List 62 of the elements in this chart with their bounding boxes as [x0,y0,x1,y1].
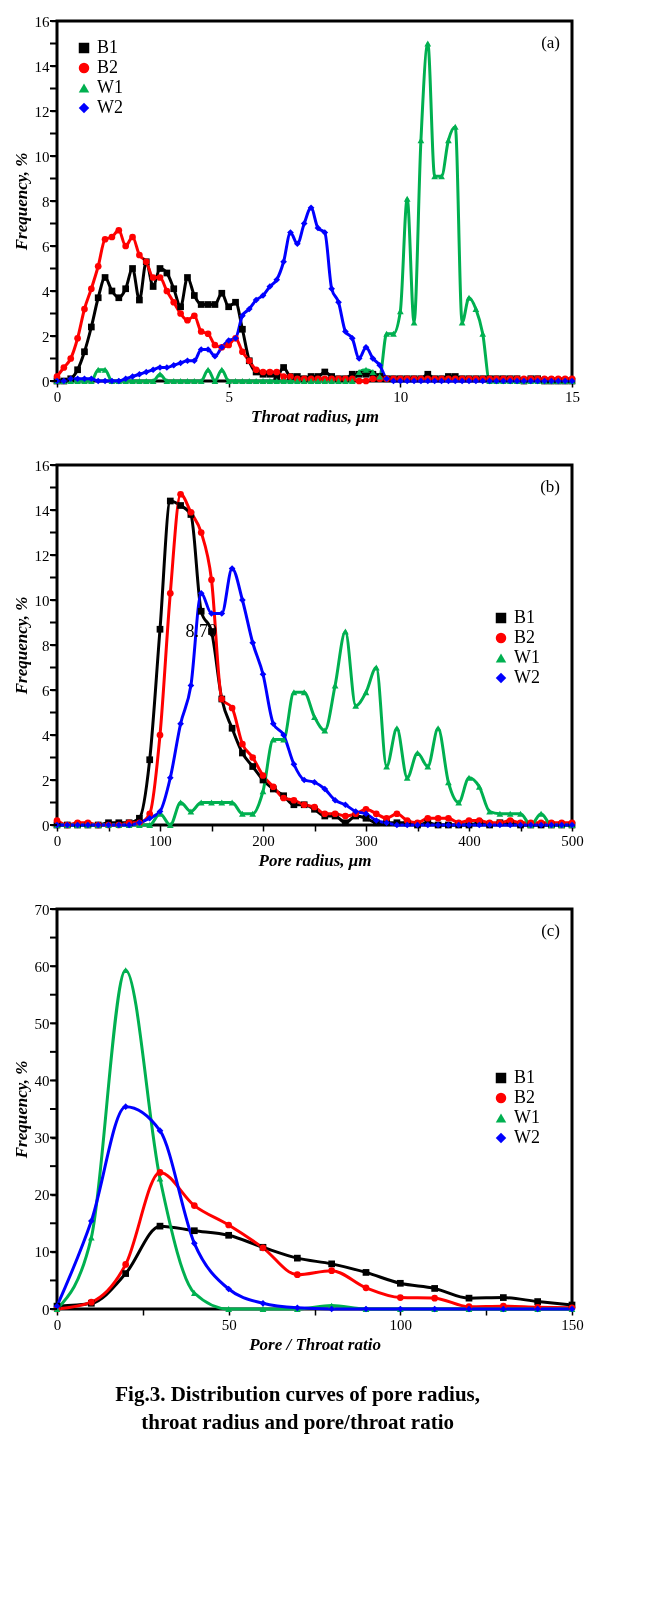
x-tick-label: 300 [355,832,378,849]
y-tick-label: 60 [34,958,50,975]
x-tick-label: 100 [149,832,172,849]
legend-label: W2 [97,97,123,117]
x-axis-title: Throat radius, μm [250,406,380,426]
y-tick-label: 12 [34,547,50,564]
y-tick-label: 14 [34,58,50,75]
legend-label: B1 [514,607,536,627]
y-tick-label: 20 [34,1187,50,1204]
x-tick-label: 150 [561,1316,584,1333]
y-tick-label: 30 [34,1130,50,1147]
x-tick-label: 0 [53,1316,62,1333]
y-tick-label: 4 [42,283,50,300]
legend-label: B2 [514,627,536,647]
y-tick-label: 8 [42,193,50,210]
y-tick-label: 6 [42,682,50,699]
y-tick-label: 10 [34,592,50,609]
annotation: (a) [541,33,560,52]
x-tick-label: 0 [53,388,62,405]
caption: Fig.3. Distribution curves of pore radius, throat radius and pore/throat ratio [115,1381,481,1434]
y-tick-label: 16 [34,13,50,30]
x-tick-label: 10 [393,388,409,405]
legend-label: B2 [514,1087,536,1107]
y-tick-label: 8 [42,637,50,654]
y-tick-label: 16 [34,457,50,474]
legend-label: W2 [514,1127,540,1147]
x-tick-label: 15 [565,388,580,405]
legend-label: W2 [514,667,540,687]
x-tick-label: 50 [221,1316,237,1333]
legend-label: B1 [514,1067,536,1087]
legend-label: W1 [97,77,123,97]
legend-label: B2 [97,57,119,77]
legend-label: B1 [97,37,119,57]
y-tick-label: 40 [34,1072,50,1089]
x-axis-title: Pore radius, μm [257,850,372,870]
x-tick-label: 5 [225,388,233,405]
x-axis-title: Pore / Throat ratio [248,1334,381,1354]
y-tick-label: 50 [34,1015,50,1032]
y-tick-label: 6 [42,238,50,255]
y-tick-label: 0 [42,1301,50,1318]
y-axis-title: Frequency, % [11,152,31,252]
x-tick-label: 400 [458,832,481,849]
x-tick-label: 0 [53,832,62,849]
x-tick-label: 500 [561,832,584,849]
y-tick-label: 10 [34,148,50,165]
x-tick-label: 100 [389,1316,413,1333]
y-tick-label: 2 [42,328,50,345]
annotation: (b) [540,477,560,496]
y-tick-label: 4 [42,727,50,744]
x-tick-label: 200 [252,832,275,849]
y-tick-label: 10 [34,1244,50,1261]
y-tick-label: 2 [42,772,50,789]
legend-label: W1 [514,1107,540,1127]
legend-label: W1 [514,647,540,667]
y-tick-label: 12 [34,103,50,120]
y-tick-label: 14 [34,502,50,519]
y-tick-label: 0 [42,373,50,390]
y-tick-label: 70 [34,901,50,918]
y-axis-title: Frequency, % [11,596,31,696]
annotation: (c) [541,921,560,940]
y-axis-title: Frequency, % [11,1060,31,1160]
y-tick-label: 0 [42,817,50,834]
